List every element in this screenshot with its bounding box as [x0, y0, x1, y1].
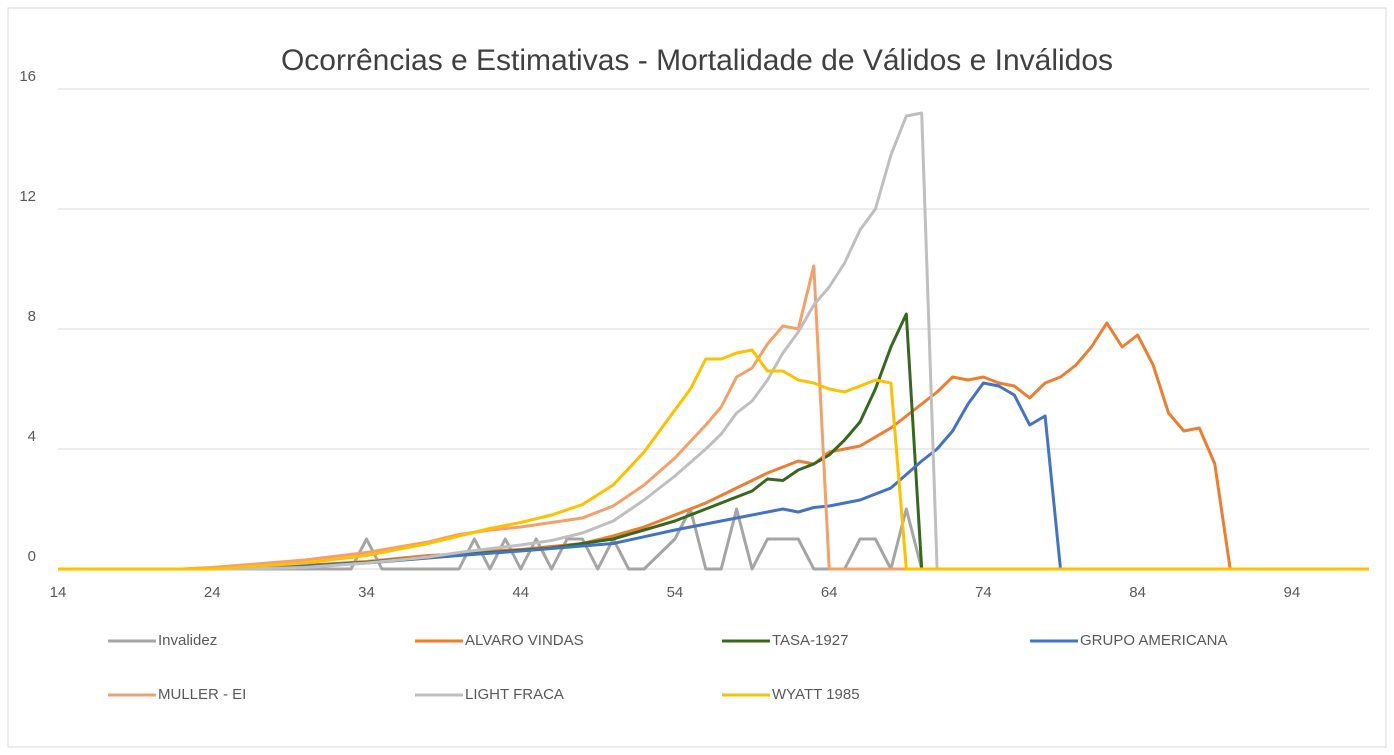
line-series [58, 381, 1369, 571]
y-tick-label: 16 [19, 68, 36, 85]
x-tick-label: 74 [975, 584, 992, 601]
x-tick-label: 94 [1284, 584, 1301, 601]
x-tick-label: 24 [204, 584, 221, 601]
line-series [58, 348, 1369, 571]
legend-label: ALVARO VINDAS [465, 632, 584, 649]
x-tick-label: 44 [512, 584, 529, 601]
x-tick-label: 84 [1129, 584, 1146, 601]
legend-label: Invalidez [158, 632, 217, 649]
y-tick-label: 12 [19, 188, 36, 205]
x-tick-label: 54 [667, 584, 684, 601]
legend-label: GRUPO AMERICANA [1080, 632, 1228, 649]
line-series [58, 264, 1369, 571]
legend-label: LIGHT FRACA [465, 686, 564, 703]
legend-label: MULLER - EI [158, 686, 246, 703]
line-series [58, 111, 1369, 571]
x-tick-label: 64 [821, 584, 838, 601]
y-tick-label: 4 [28, 428, 36, 445]
chart-title: Ocorrências e Estimativas - Mortalidade … [281, 44, 1113, 77]
legend-label: TASA-1927 [772, 632, 848, 649]
y-tick-label: 8 [28, 308, 36, 325]
x-tick-label: 14 [50, 584, 67, 601]
y-tick-label: 0 [28, 548, 36, 565]
x-tick-label: 34 [358, 584, 375, 601]
legend-label: WYATT 1985 [772, 686, 860, 703]
